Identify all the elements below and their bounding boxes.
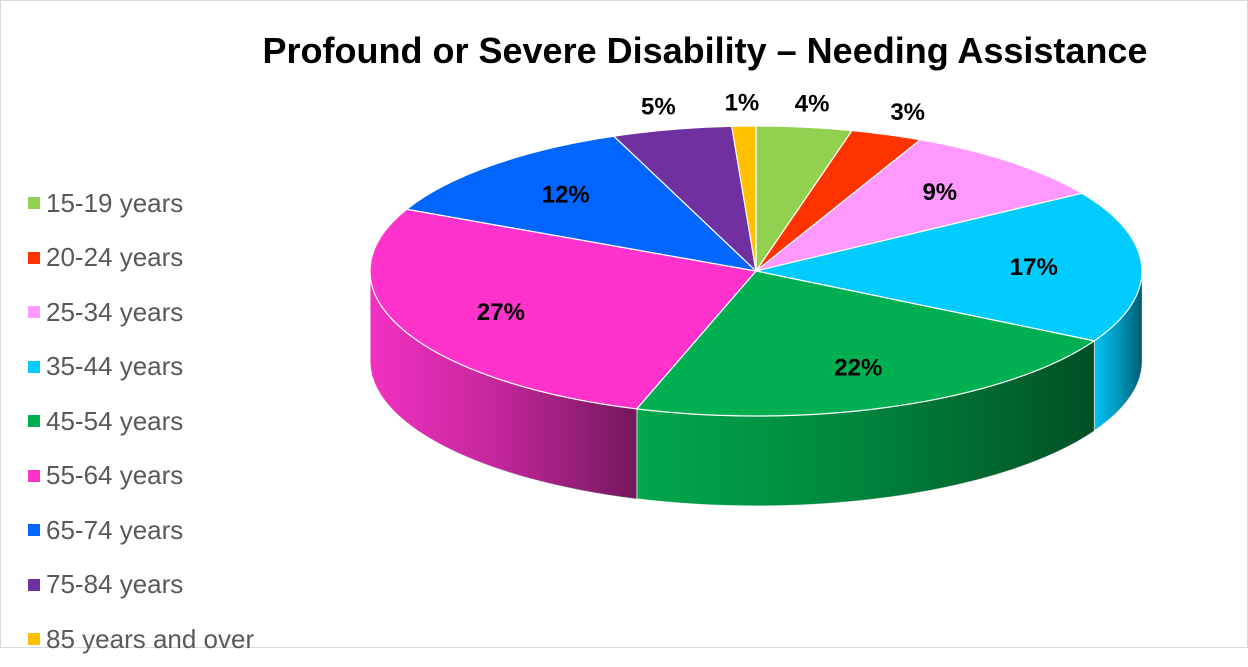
- legend-item-45-54: 45-54 years: [28, 394, 254, 449]
- data-label-75-84-years: 5%: [641, 93, 676, 120]
- legend-swatch: [28, 469, 40, 482]
- chart-title: Profound or Severe Disability – Needing …: [262, 30, 1148, 71]
- legend-item-55-64: 55-64 years: [28, 449, 254, 504]
- legend-label: 45-54 years: [46, 405, 184, 436]
- legend-swatch: [28, 197, 40, 210]
- legend-label: 35-44 years: [46, 351, 184, 382]
- legend-item-35-44: 35-44 years: [28, 340, 254, 395]
- pie-sides: [369, 270, 1143, 507]
- legend-label: 65-74 years: [46, 514, 184, 545]
- legend-item-15-19: 15-19 years: [28, 176, 254, 231]
- data-label-55-64-years: 27%: [477, 299, 525, 326]
- data-label-20-24-years: 3%: [890, 99, 925, 126]
- legend-item-20-24: 20-24 years: [28, 231, 254, 286]
- legend-swatch: [28, 415, 40, 428]
- pie-side-shade: [1094, 271, 1142, 431]
- data-label-15-19-years: 4%: [795, 91, 830, 118]
- pie-slice-65-74-years: [405, 135, 758, 272]
- legend-swatch: [28, 306, 40, 319]
- legend-label: 20-24 years: [46, 242, 184, 273]
- legend-swatch: [28, 578, 40, 591]
- legend-swatch: [28, 524, 40, 537]
- legend-label: 15-19 years: [46, 187, 184, 218]
- legend: 15-19 years 20-24 years 25-34 years 35-4…: [28, 176, 254, 667]
- legend-swatch: [28, 251, 40, 264]
- legend-swatch: [28, 360, 40, 373]
- pie-chart: 4% 3% 9% 17% 22% 27% 12% 5% 1%: [369, 89, 1143, 507]
- legend-label: 55-64 years: [46, 460, 184, 491]
- pie-slice-35-44-years: [755, 192, 1143, 342]
- data-label-65-74-years: 12%: [542, 181, 590, 208]
- pie-side-shade: [636, 340, 1095, 506]
- pie-side-shade: [370, 271, 637, 499]
- pie-slice-85-years-and-over: [731, 125, 757, 272]
- legend-item-65-74: 65-74 years: [28, 503, 254, 558]
- data-label-35-44-years: 17%: [1010, 254, 1058, 281]
- pie-slice-25-34-years: [755, 139, 1084, 272]
- pie-slice-55-64-years: [369, 208, 758, 410]
- legend-label: 75-84 years: [46, 569, 184, 600]
- data-label-45-54-years: 22%: [834, 355, 882, 382]
- legend-label: 25-34 years: [46, 296, 184, 327]
- legend-swatch: [28, 633, 40, 646]
- data-label-85-years-and-over: 1%: [725, 89, 760, 116]
- pie-slices: [369, 125, 1143, 417]
- data-labels: 4% 3% 9% 17% 22% 27% 12% 5% 1%: [477, 89, 1058, 381]
- legend-item-25-34: 25-34 years: [28, 285, 254, 340]
- data-label-25-34-years: 9%: [922, 179, 957, 206]
- legend-item-75-84: 75-84 years: [28, 558, 254, 613]
- pie-slice-45-54-years: [635, 270, 1096, 417]
